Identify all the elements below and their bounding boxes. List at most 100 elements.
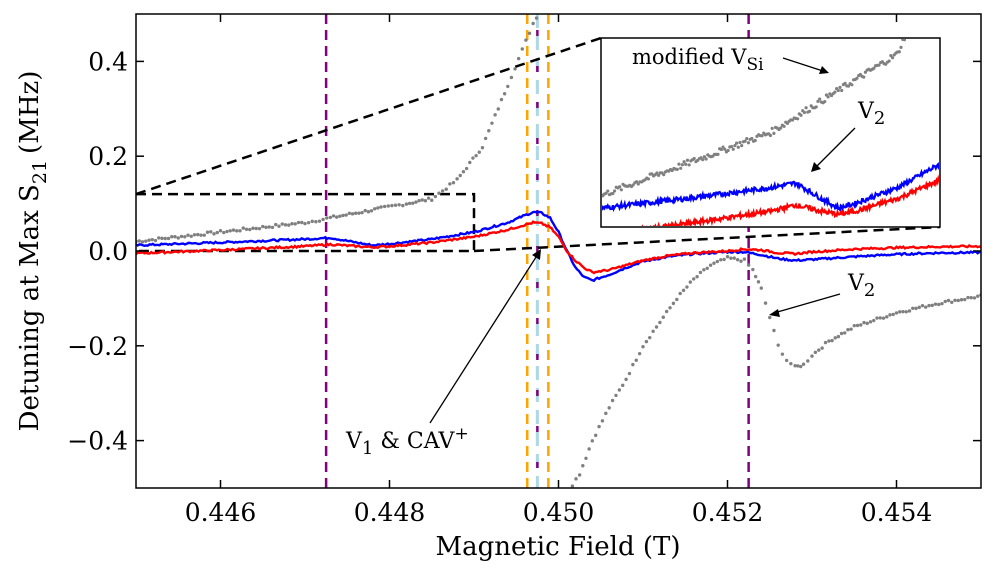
- gray-point: [624, 377, 628, 382]
- gray-point: [199, 233, 203, 237]
- gray-point: [581, 464, 585, 468]
- gray-point: [531, 21, 535, 26]
- gray-point: [732, 256, 736, 260]
- gray-point: [471, 156, 475, 160]
- arrowhead-v1-cav: [532, 249, 541, 260]
- gray-point: [448, 182, 452, 186]
- gray-point: [423, 199, 428, 203]
- x-axis-label: Magnetic Field (T): [435, 532, 680, 562]
- gray-point: [328, 215, 333, 220]
- gray-point: [254, 226, 258, 231]
- inset-gray-point: [838, 85, 842, 89]
- inset-arrow-vsi: [782, 57, 827, 73]
- gray-point: [283, 223, 288, 227]
- gray-point: [751, 267, 755, 272]
- inset-gray-point: [682, 160, 686, 164]
- gray-point: [725, 255, 730, 259]
- gray-point: [820, 346, 824, 350]
- gray-point: [924, 305, 928, 309]
- gray-point: [354, 211, 358, 215]
- inset-gray-point: [611, 191, 615, 196]
- inset-gray-point: [840, 88, 844, 93]
- data-series: [136, 16, 981, 488]
- gray-point: [215, 230, 219, 235]
- gray-point: [705, 266, 709, 271]
- gray-point: [360, 210, 364, 215]
- gray-point: [325, 216, 329, 220]
- inset-arrowhead-v2: [811, 162, 821, 172]
- gray-point: [496, 107, 500, 111]
- y-tick-label: 0.0: [88, 237, 128, 266]
- gray-point: [296, 220, 301, 225]
- inset-gray-point: [716, 152, 720, 156]
- gray-point: [722, 257, 726, 262]
- gray-point: [264, 225, 268, 230]
- gray-point: [570, 484, 575, 488]
- inset-gray-point: [908, 21, 911, 24]
- gray-point: [163, 236, 167, 241]
- gray-point: [872, 318, 876, 323]
- inset-gray-point: [731, 147, 735, 151]
- gray-point: [688, 280, 693, 284]
- gray-point: [675, 297, 679, 302]
- gray-point: [590, 439, 594, 443]
- gray-point: [712, 261, 716, 265]
- gray-point: [597, 424, 601, 429]
- inset-gray-point: [785, 121, 790, 126]
- gray-point: [347, 211, 352, 216]
- inset-gray-point: [796, 117, 800, 121]
- gray-point: [607, 406, 611, 410]
- inset-gray-point: [863, 70, 868, 74]
- gray-point: [287, 223, 291, 227]
- gray-point: [437, 191, 441, 195]
- inset-gray-point: [684, 162, 688, 166]
- gray-point: [753, 274, 758, 279]
- gray-point: [277, 224, 281, 228]
- gray-point: [150, 237, 154, 242]
- gray-point: [411, 201, 415, 205]
- inset-gray-point: [897, 50, 901, 54]
- gray-point: [147, 238, 151, 242]
- gray-point: [940, 301, 944, 306]
- gray-point: [644, 339, 649, 344]
- gray-point: [888, 313, 892, 317]
- gray-point: [668, 306, 672, 310]
- gray-point: [426, 196, 431, 200]
- inset-gray-point: [604, 191, 608, 195]
- gray-point: [702, 268, 706, 272]
- gray-point: [218, 229, 223, 233]
- inset-gray-point: [818, 97, 822, 101]
- gray-point: [502, 92, 507, 96]
- gray-point: [813, 350, 818, 355]
- zoom-connector-bottom: [473, 225, 941, 253]
- gray-point: [914, 306, 918, 311]
- gray-point: [417, 199, 421, 203]
- inset-gray-point: [662, 173, 666, 177]
- gray-point: [776, 343, 780, 347]
- inset-gray-point: [680, 163, 684, 167]
- gray-point: [917, 305, 921, 310]
- inset-gray-point: [646, 177, 651, 181]
- inset-gray-point: [807, 109, 812, 113]
- gray-point: [610, 398, 615, 403]
- gray-point: [534, 16, 539, 20]
- gray-point: [959, 298, 964, 302]
- inset-gray-point: [899, 45, 903, 49]
- inset-gray-point: [631, 183, 635, 187]
- gray-point: [746, 263, 751, 267]
- gray-point: [768, 315, 772, 320]
- gray-point: [382, 204, 387, 209]
- inset-gray-point: [679, 166, 683, 170]
- gray-point: [708, 263, 713, 267]
- gray-point: [810, 354, 814, 358]
- gray-point: [274, 222, 278, 227]
- gray-point: [739, 259, 743, 263]
- gray-point: [584, 456, 588, 461]
- gray-point: [852, 323, 856, 328]
- zoom-box: [136, 192, 476, 253]
- gray-point: [310, 219, 314, 224]
- gray-point: [799, 364, 803, 369]
- inset-line-red: [631, 174, 939, 226]
- inset-gray-point: [816, 99, 820, 103]
